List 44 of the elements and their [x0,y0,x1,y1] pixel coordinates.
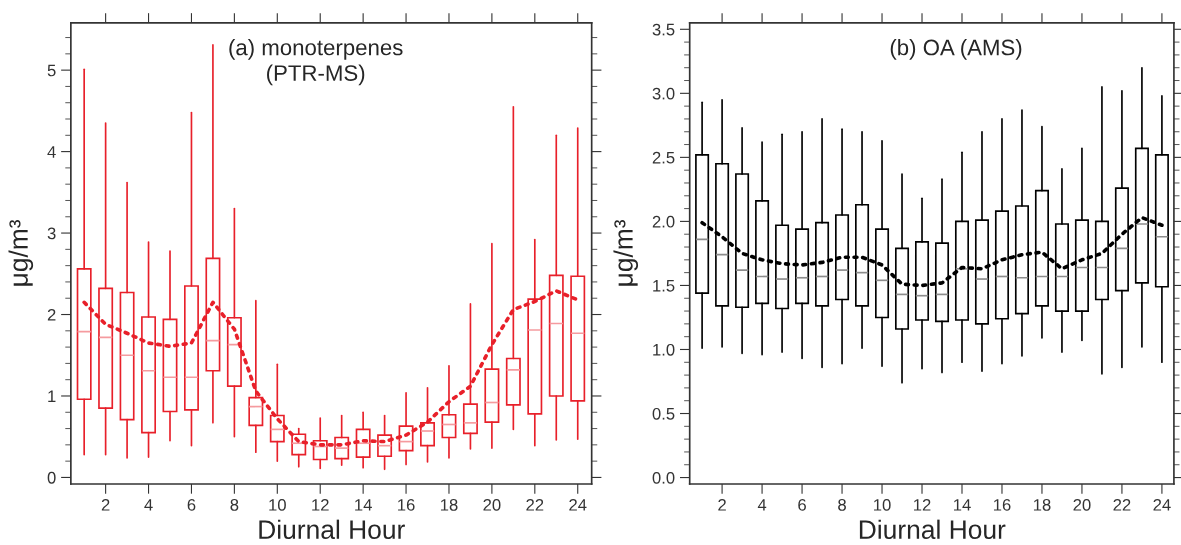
y-tick-label: 1.0 [653,343,675,356]
y-tick-label: 3.0 [652,87,675,100]
x-axis-title: Diurnal Hour [259,519,405,540]
x-tick-label: 22 [526,498,544,511]
x-tick-label: 22 [1113,498,1131,511]
x-tick-label: 8 [230,498,239,511]
x-tick-label: 18 [440,498,458,511]
y-tick-label: 3.5 [652,23,675,36]
y-tick-label: 2 [47,308,56,321]
x-tick-label: 10 [269,498,286,511]
x-tick-label: 20 [483,498,501,511]
y-tick-label: 2.5 [652,151,675,164]
x-tick-label: 12 [914,498,931,511]
y-tick-label: 3 [47,227,56,240]
x-tick-label: 16 [993,498,1011,511]
x-tick-label: 20 [1073,498,1091,511]
x-tick-label: 2 [101,498,110,511]
x-tick-label: 24 [1153,498,1171,511]
x-axis-title: Diurnal Hour [859,519,1006,540]
x-tick-label: 12 [312,498,329,511]
x-tick-label: 14 [954,499,971,511]
y-axis-title: μg/m³ [8,219,34,286]
text: (b) OA (AMS) [890,39,1022,60]
x-tick-label: 8 [838,498,846,511]
y-tick-label: 0.0 [652,471,675,484]
y-tick-label: 0.5 [652,407,675,420]
y-tick-label: 1 [48,390,56,403]
y-tick-label: 5 [47,64,56,77]
text: (a) monoterpenes (PTR-MS) [229,39,403,86]
y-tick-label: 4 [47,146,56,158]
x-tick-label: 2 [718,498,726,511]
y-tick-label: 1.5 [653,280,675,292]
x-tick-label: 16 [398,498,415,511]
x-tick-label: 4 [757,499,767,511]
y-tick-label: 0 [47,471,56,484]
x-tick-label: 4 [144,499,153,511]
y-axis-title: μg/m³ [613,219,639,286]
y-tick-label: 2.0 [652,215,675,228]
x-tick-label: 18 [1033,498,1051,511]
x-tick-label: 6 [187,498,196,511]
x-tick-label: 10 [874,498,891,511]
x-tick-label: 14 [355,499,372,511]
x-tick-label: 6 [798,498,806,511]
x-tick-label: 24 [569,498,587,511]
